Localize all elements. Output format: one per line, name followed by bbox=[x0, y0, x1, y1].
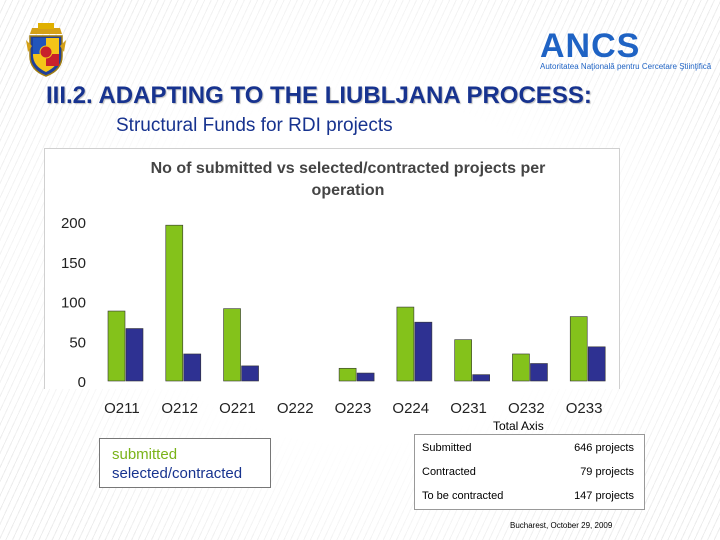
total-axis-label: Total Axis bbox=[493, 419, 544, 433]
legend-item-submitted: submitted bbox=[112, 446, 178, 463]
bar-submitted-o233 bbox=[569, 316, 588, 382]
bar-submitted-o232 bbox=[512, 353, 530, 382]
romania-coat-of-arms-icon bbox=[26, 23, 66, 77]
totals-label: To be contracted bbox=[422, 490, 504, 502]
x-tick-label: O233 bbox=[566, 400, 603, 417]
totals-table: Submitted 646 projects Contracted 79 pro… bbox=[414, 434, 645, 510]
chart-title-line1: No of submitted vs selected/contracted p… bbox=[151, 160, 546, 177]
logo-subtitle: Autoritatea Naţională pentru Cercetare Ş… bbox=[540, 62, 712, 71]
totals-row-contracted: Contracted 79 projects bbox=[415, 461, 644, 485]
bar-submitted-o224 bbox=[396, 306, 415, 382]
totals-value: 147 projects bbox=[574, 490, 634, 502]
totals-label: Submitted bbox=[422, 442, 472, 454]
bar-selected-contracted-o232 bbox=[530, 363, 548, 382]
chart-title-line2: operation bbox=[312, 182, 385, 199]
bar-selected-contracted-o211 bbox=[125, 328, 144, 382]
x-tick-label: O211 bbox=[104, 400, 140, 417]
bar-selected-contracted-o212 bbox=[183, 353, 202, 382]
slide-title: III.2. ADAPTING TO THE LIUBLJANA PROCESS… bbox=[46, 82, 592, 109]
bar-selected-contracted-o231 bbox=[472, 374, 490, 382]
slide-subtitle: Structural Funds for RDI projects bbox=[116, 115, 393, 136]
y-tick-label: 0 bbox=[78, 374, 86, 391]
totals-value: 646 projects bbox=[574, 442, 634, 454]
bar-selected-contracted-o233 bbox=[587, 346, 606, 382]
footer-date: Bucharest, October 29, 2009 bbox=[510, 521, 613, 530]
bar-submitted-o212 bbox=[165, 224, 184, 382]
totals-label: Contracted bbox=[422, 466, 476, 478]
totals-row-submitted: Submitted 646 projects bbox=[415, 437, 644, 461]
bar-submitted-o211 bbox=[107, 310, 126, 382]
x-tick-label: O232 bbox=[508, 400, 545, 417]
totals-row-to-be-contracted: To be contracted 147 projects bbox=[415, 485, 644, 509]
y-tick-label: 100 bbox=[61, 295, 86, 312]
bar-submitted-o221 bbox=[223, 308, 241, 382]
x-tick-label: O212 bbox=[161, 400, 198, 417]
x-tick-label: O221 bbox=[219, 400, 256, 417]
bar-selected-contracted-o223 bbox=[356, 372, 375, 382]
totals-value: 79 projects bbox=[580, 466, 634, 478]
bar-selected-contracted-o221 bbox=[241, 365, 259, 382]
x-tick-label: O223 bbox=[335, 400, 372, 417]
y-tick-label: 200 bbox=[61, 215, 86, 232]
y-tick-label: 150 bbox=[61, 255, 86, 272]
legend: submitted selected/contracted bbox=[99, 438, 271, 488]
bar-submitted-o223 bbox=[338, 367, 357, 382]
x-tick-label: O222 bbox=[277, 400, 314, 417]
y-tick-label: 50 bbox=[69, 334, 86, 351]
bar-selected-contracted-o224 bbox=[414, 321, 433, 382]
bar-submitted-o231 bbox=[454, 339, 472, 382]
logo-text: ANCS bbox=[540, 27, 641, 65]
ancs-logo: ANCS Autoritatea Naţională pentru Cercet… bbox=[540, 27, 712, 72]
legend-item-selected: selected/contracted bbox=[112, 465, 243, 482]
x-tick-label: O224 bbox=[392, 400, 429, 417]
x-tick-label: O231 bbox=[450, 400, 487, 417]
